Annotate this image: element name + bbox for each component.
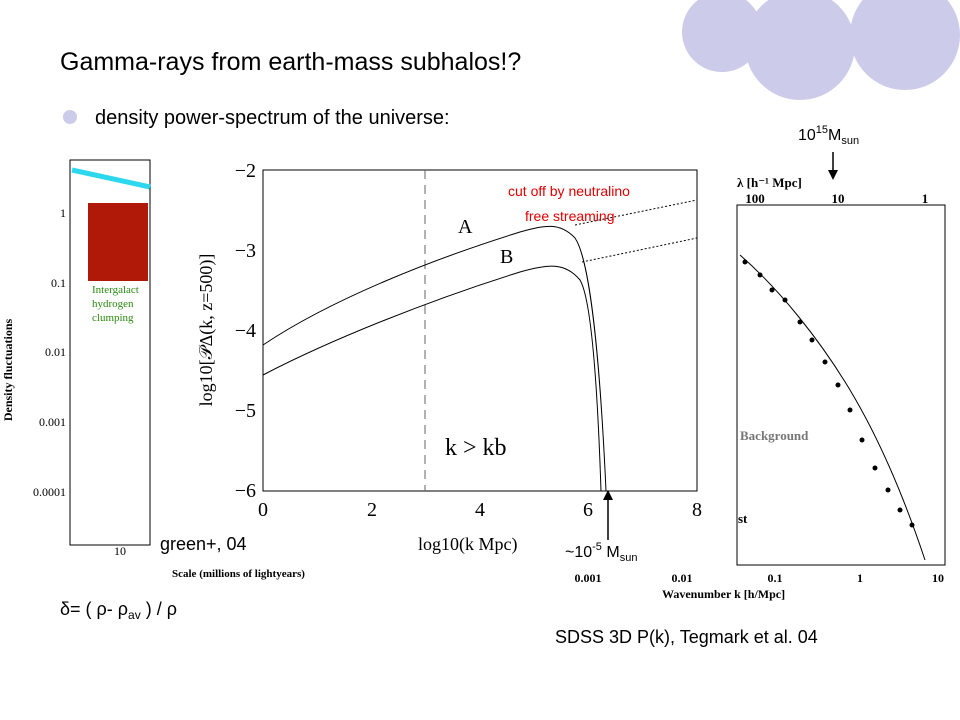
- curve-label: B: [500, 246, 513, 268]
- fit-curve: [739, 254, 926, 561]
- frame: [262, 169, 698, 492]
- frame: [69, 159, 151, 546]
- cutoff-note: cut off by neutralino: [508, 183, 630, 199]
- x-tick: 0.01: [672, 571, 693, 585]
- x-tick: 10: [114, 544, 126, 558]
- exp: -5: [592, 541, 602, 553]
- x-ticks: 0 2 4 6 8: [258, 499, 702, 521]
- x-label: Wavenumber k [h/Mpc]: [662, 587, 785, 601]
- mass-low: ~10-5 Msun: [565, 541, 637, 564]
- x-tick: 4: [475, 499, 485, 521]
- right-plot: λ [h⁻¹ Mpc] 100 10 1 0.001 0.01 0.1 1 10…: [555, 124, 946, 647]
- fit-line: [71, 167, 151, 190]
- unit: M: [602, 544, 620, 561]
- mass-high: 1015Msun: [798, 124, 859, 147]
- frame: [736, 204, 946, 566]
- y-tick: 1: [60, 206, 66, 220]
- formula: δ= ( ρ- ρav ) / ρ: [60, 599, 177, 622]
- x-tick: 8: [692, 499, 702, 521]
- region-label: k > kb: [445, 435, 507, 461]
- curve-label: A: [458, 216, 473, 238]
- x-tick: 10: [932, 571, 944, 585]
- x-label: Scale (millions of lightyears): [172, 568, 305, 580]
- y-label: Density fluctuations: [1, 319, 15, 422]
- x-tick: 2: [367, 499, 377, 521]
- base: 10: [798, 127, 816, 144]
- points: [742, 259, 915, 528]
- y-tick: 0.1: [51, 276, 66, 290]
- sub: sun: [841, 135, 859, 147]
- y-tick: 0.001: [39, 415, 66, 429]
- inset-line: Intergalact: [92, 284, 139, 296]
- sub: sun: [620, 552, 638, 564]
- x-ticks: 0.001 0.01 0.1 1 10: [575, 571, 945, 585]
- top-tick: 100: [745, 191, 765, 206]
- y-ticks: −2 −3 −4 −5 −6: [235, 160, 256, 502]
- bullet-dot: [63, 110, 77, 124]
- x-tick: 6: [583, 499, 593, 521]
- base: ~10: [565, 544, 592, 561]
- x-label: log10(k Mpc): [418, 534, 517, 555]
- cutoff-note: free streaming: [525, 208, 614, 224]
- y-tick: −5: [235, 400, 256, 422]
- center-plot: −2 −3 −4 −5 −6 0 2 4 6 8 log10(k Mpc) lo…: [196, 160, 702, 564]
- inset-text: Intergalact hydrogen clumping: [92, 284, 139, 324]
- title: Gamma-rays from earth-mass subhalos!?: [60, 48, 521, 76]
- top-tick: 1: [922, 191, 929, 206]
- arrow-head: [828, 170, 838, 180]
- sub: av: [128, 608, 141, 622]
- inset-line: clumping: [92, 312, 134, 324]
- note: Background: [740, 428, 809, 443]
- y-label: log10[𝒫Δ(k, z=500)]: [196, 254, 217, 407]
- y-tick: −3: [235, 240, 256, 262]
- credit: green+, 04: [160, 534, 247, 554]
- x-tick: 1: [857, 571, 863, 585]
- dotted-extension: [574, 199, 698, 263]
- x-tick: 0.1: [768, 571, 783, 585]
- top-label: λ [h⁻¹ Mpc]: [737, 175, 802, 190]
- left-plot: Density fluctuations 1 0.1 0.01 0.001 0.…: [1, 159, 305, 580]
- note: st: [738, 511, 748, 526]
- deco-circles: [682, 0, 960, 100]
- exp: 15: [816, 124, 828, 136]
- x-tick: 0.001: [575, 571, 602, 585]
- y-tick: −4: [235, 320, 256, 342]
- unit: M: [828, 127, 841, 144]
- y-tick: 0.0001: [33, 485, 66, 499]
- curve-b: [262, 265, 602, 492]
- curve-a: [262, 225, 607, 492]
- arrow-head: [603, 490, 613, 500]
- x-tick: 0: [258, 499, 268, 521]
- part: ) / ρ: [141, 599, 177, 619]
- top-tick: 10: [832, 191, 845, 206]
- y-tick: −2: [235, 160, 256, 182]
- y-tick: 0.01: [45, 345, 66, 359]
- part: δ= ( ρ- ρ: [60, 599, 128, 619]
- credit: SDSS 3D P(k), Tegmark et al. 04: [555, 627, 818, 647]
- y-tick: −6: [235, 480, 256, 502]
- inset-image: [88, 203, 148, 281]
- bullet: density power-spectrum of the universe:: [95, 107, 450, 129]
- inset-line: hydrogen: [92, 298, 134, 310]
